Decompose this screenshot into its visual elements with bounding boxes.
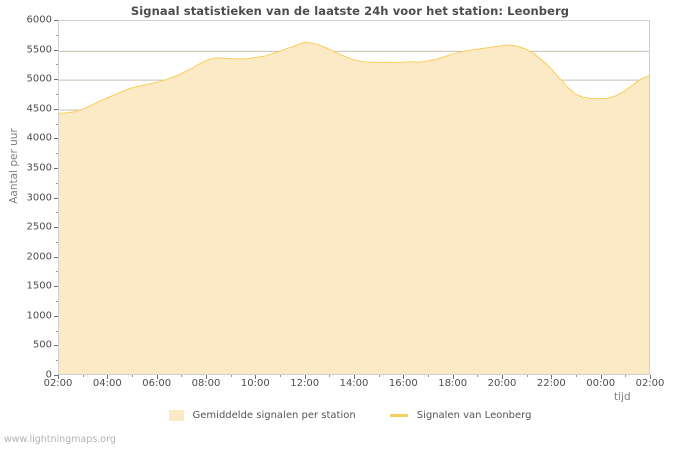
watermark: www.lightningmaps.org [4, 434, 116, 445]
y-minor-tick-mark [56, 93, 58, 95]
x-tick-mark [255, 375, 256, 379]
chart-title: Signaal statistieken van de laatste 24h … [130, 4, 570, 18]
x-tick-label: 02:00 [43, 378, 73, 389]
x-tick-label: 20:00 [487, 378, 517, 389]
x-tick-mark [403, 375, 404, 379]
y-tick-label: 5500 [26, 44, 52, 56]
y-minor-tick-mark [56, 212, 58, 214]
x-tick-label: 10:00 [240, 378, 270, 389]
y-minor-tick-mark [56, 123, 58, 125]
x-tick-mark [354, 375, 355, 379]
y-tick-label: 4500 [26, 103, 52, 115]
y-tick-mark [54, 49, 58, 51]
y-tick-mark [54, 167, 58, 169]
x-minor-tick-mark [527, 375, 528, 377]
x-minor-tick-mark [280, 375, 281, 377]
x-minor-tick-mark [428, 375, 429, 377]
series-line-signalen-van-leonberg [59, 42, 649, 113]
x-minor-tick-mark [181, 375, 182, 377]
x-tick-label: 00:00 [586, 378, 616, 389]
x-tick-label: 04:00 [92, 378, 122, 389]
x-tick-label: 08:00 [191, 378, 221, 389]
y-tick-mark [54, 227, 58, 229]
y-axis-tick-labels: 0 500 1000 1500 2000 2500 3000 3500 4000 4500 5000… [0, 0, 52, 450]
y-minor-tick-mark [56, 34, 58, 36]
x-minor-tick-mark [625, 375, 626, 377]
y-minor-tick-mark [56, 301, 58, 303]
y-tick-mark [54, 138, 58, 140]
legend-entry-station-signals: Signalen van Leonberg [389, 410, 532, 421]
series-area-gemiddelde-signalen-per-station [59, 42, 649, 374]
x-tick-mark [107, 375, 108, 379]
y-tick-mark [54, 286, 58, 288]
x-tick-mark [453, 375, 454, 379]
x-tick-mark [601, 375, 602, 379]
x-tick-label: 14:00 [339, 378, 369, 389]
y-tick-mark [54, 20, 58, 21]
x-minor-tick-mark [231, 375, 232, 377]
y-minor-tick-mark [56, 153, 58, 155]
x-tick-mark [551, 375, 552, 379]
chart-legend: Gemiddelde signalen per station Signalen… [0, 410, 700, 421]
y-minor-tick-mark [56, 360, 58, 362]
y-tick-label: 0 [45, 369, 52, 381]
x-tick-mark [157, 375, 158, 379]
x-minor-tick-mark [576, 375, 577, 377]
x-tick-mark [58, 375, 59, 379]
x-tick-mark [502, 375, 503, 379]
y-tick-mark [54, 256, 58, 258]
x-axis-title: tijd [614, 391, 631, 403]
y-tick-mark [54, 108, 58, 110]
x-tick-mark [305, 375, 306, 379]
y-minor-tick-mark [56, 330, 58, 332]
y-tick-label: 1000 [26, 310, 52, 322]
y-tick-mark [54, 345, 58, 347]
y-tick-label: 4000 [26, 132, 52, 144]
y-tick-label: 6000 [26, 14, 52, 26]
x-minor-tick-mark [83, 375, 84, 377]
y-tick-label: 2000 [26, 251, 52, 263]
x-tick-label: 12:00 [290, 378, 320, 389]
x-tick-label: 02:00 [635, 378, 665, 389]
y-tick-label: 2500 [26, 221, 52, 233]
x-minor-tick-mark [477, 375, 478, 377]
y-tick-mark [54, 79, 58, 81]
x-axis-tick-labels: 02:00 04:00 06:00 08:00 10:00 12:00 14:00 16:00… [0, 378, 700, 392]
legend-line-swatch-icon [389, 414, 408, 417]
y-tick-label: 5000 [26, 73, 52, 85]
legend-label-station-signals: Signalen van Leonberg [416, 410, 532, 421]
legend-entry-average-signals: Gemiddelde signalen per station [168, 410, 356, 421]
y-axis-title: Aantal per uur [8, 128, 20, 204]
y-minor-tick-mark [56, 64, 58, 66]
x-minor-tick-mark [329, 375, 330, 377]
x-tick-mark [650, 375, 651, 379]
y-minor-tick-mark [56, 271, 58, 273]
y-tick-label: 3000 [26, 192, 52, 203]
y-minor-tick-mark [56, 182, 58, 184]
y-tick-label: 500 [32, 339, 52, 351]
plot-area [58, 20, 650, 375]
y-tick-label: 1500 [26, 280, 52, 292]
x-minor-tick-mark [379, 375, 380, 377]
x-minor-tick-mark [132, 375, 133, 377]
y-tick-mark [54, 375, 58, 376]
x-tick-label: 06:00 [142, 378, 172, 389]
x-tick-label: 22:00 [536, 378, 566, 389]
chart-plot-svg [59, 21, 649, 374]
x-tick-label: 18:00 [438, 378, 468, 389]
y-tick-label: 3500 [26, 162, 52, 174]
legend-label-average-signals: Gemiddelde signalen per station [192, 410, 356, 421]
x-tick-mark [206, 375, 207, 379]
x-tick-label: 16:00 [388, 378, 418, 389]
y-minor-tick-mark [56, 241, 58, 243]
y-tick-mark [54, 315, 58, 317]
y-tick-mark [54, 197, 58, 199]
legend-area-swatch-icon [168, 410, 184, 421]
